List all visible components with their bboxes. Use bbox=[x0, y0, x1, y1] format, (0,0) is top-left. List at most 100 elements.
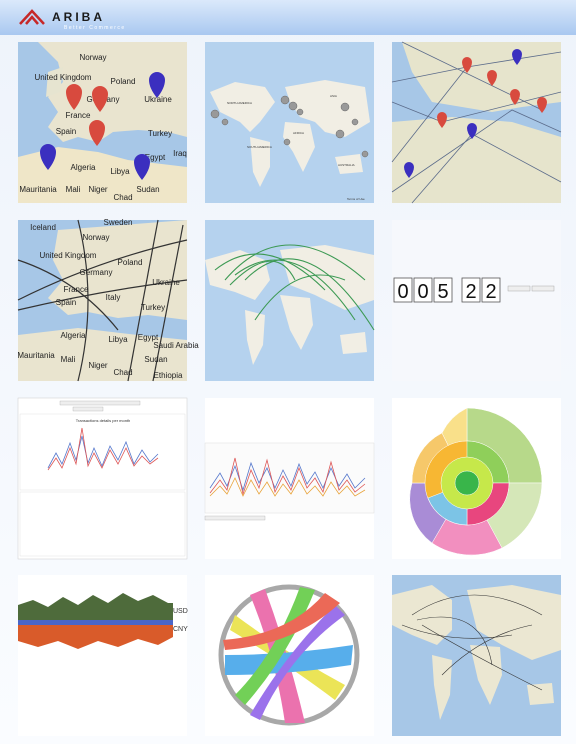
map-land bbox=[38, 42, 187, 142]
shape bbox=[481, 277, 501, 303]
shape bbox=[47, 435, 159, 469]
series-label: CNY bbox=[173, 626, 188, 633]
map-label: Algeria bbox=[61, 331, 86, 340]
shape bbox=[296, 108, 304, 116]
shape bbox=[393, 277, 413, 303]
map-label: Chad bbox=[113, 193, 132, 202]
shape bbox=[234, 259, 356, 321]
tile[interactable]: Norway United Kingdom Poland Ukraine Ger… bbox=[18, 42, 187, 203]
chart-lines bbox=[47, 427, 159, 471]
chart-title: Transactions details per month bbox=[76, 418, 131, 423]
map-label: AUSTRALIA bbox=[338, 163, 355, 167]
shape bbox=[462, 57, 472, 73]
shape bbox=[229, 260, 296, 286]
shape bbox=[411, 594, 543, 616]
logo[interactable]: ARIBA Better Commerce bbox=[19, 9, 126, 31]
shape bbox=[437, 112, 447, 128]
button[interactable] bbox=[531, 285, 555, 292]
map-label: Turkey bbox=[141, 303, 165, 312]
tile[interactable]: Iceland Sweden Norway United Kingdom Ger… bbox=[17, 218, 199, 382]
map-label: Norway bbox=[79, 53, 106, 62]
map-label: United Kingdom bbox=[40, 251, 97, 260]
tile[interactable] bbox=[205, 220, 375, 381]
pins bbox=[404, 49, 547, 178]
tile[interactable] bbox=[392, 575, 561, 736]
shape bbox=[421, 624, 543, 691]
tile[interactable]: Transactions details per month bbox=[17, 397, 188, 560]
map-label: ASIA bbox=[330, 94, 337, 98]
tile[interactable] bbox=[204, 398, 375, 559]
shape bbox=[224, 244, 366, 281]
counter: 0 0 5 2 2 bbox=[393, 277, 555, 303]
map-label: Libya bbox=[110, 167, 130, 176]
shape bbox=[254, 274, 346, 321]
map-label: Egypt bbox=[138, 333, 159, 342]
map-link[interactable]: Terms of Use bbox=[347, 197, 365, 201]
map-label: France bbox=[64, 285, 89, 294]
map-label: Ethiopia bbox=[154, 371, 183, 380]
tile[interactable]: 0 0 5 2 2 bbox=[392, 220, 561, 381]
map-label: Saudi Arabia bbox=[153, 341, 199, 350]
shape bbox=[77, 219, 89, 382]
counter-digit: 0 bbox=[417, 281, 428, 303]
button[interactable] bbox=[507, 285, 531, 292]
shape bbox=[134, 154, 150, 180]
shape bbox=[510, 89, 520, 105]
shape bbox=[221, 118, 229, 126]
map-label: Ukraine bbox=[152, 278, 180, 287]
logo-text: ARIBA bbox=[52, 10, 105, 24]
tile[interactable]: NORTH AMERICA ASIA AFRICA SOUTH AMERICA … bbox=[205, 42, 374, 203]
shape bbox=[250, 605, 345, 720]
map-label: Sudan bbox=[144, 355, 167, 364]
toolbar[interactable] bbox=[72, 406, 104, 412]
map-label: France bbox=[66, 111, 91, 120]
shape bbox=[47, 427, 159, 471]
chart-frame bbox=[19, 413, 186, 491]
tile[interactable]: USD CNY bbox=[18, 575, 188, 736]
map-label: Italy bbox=[106, 293, 121, 302]
map-label: Ukraine bbox=[144, 95, 172, 104]
counter-digit: 0 bbox=[397, 281, 408, 303]
map-label: Spain bbox=[56, 127, 76, 136]
tile[interactable] bbox=[392, 398, 561, 559]
series-label: USD bbox=[173, 608, 188, 615]
map-label: Iceland bbox=[30, 223, 56, 232]
shape: Iceland Sweden Norway United Kingdom Ger… bbox=[17, 218, 199, 380]
logo-mark bbox=[19, 9, 45, 25]
tile[interactable] bbox=[205, 575, 374, 736]
map-land bbox=[205, 245, 374, 365]
shape bbox=[17, 259, 119, 331]
shape bbox=[361, 150, 369, 158]
toolbar[interactable] bbox=[59, 400, 141, 406]
map-label: Germany bbox=[80, 268, 113, 277]
tile[interactable] bbox=[391, 41, 562, 204]
map-label: Sweden bbox=[104, 218, 133, 227]
toolbar[interactable] bbox=[204, 515, 266, 521]
shape bbox=[401, 624, 513, 639]
counter-digit: 5 bbox=[437, 281, 448, 303]
shape bbox=[487, 70, 497, 86]
shape bbox=[209, 457, 366, 496]
chart-lines bbox=[209, 457, 366, 497]
map-label: Poland bbox=[111, 77, 136, 86]
map-label: Mauritania bbox=[19, 185, 57, 194]
map-land bbox=[210, 80, 370, 187]
map-label: Mali bbox=[61, 355, 76, 364]
tile-background bbox=[18, 575, 187, 736]
map-land bbox=[18, 220, 187, 381]
shape bbox=[340, 102, 350, 112]
shape bbox=[433, 277, 453, 303]
shape bbox=[209, 477, 366, 497]
shape bbox=[18, 620, 173, 625]
map-label: Chad bbox=[113, 368, 132, 377]
map-label: SOUTH AMERICA bbox=[247, 145, 272, 149]
map-label: Egypt bbox=[145, 153, 166, 162]
shape bbox=[149, 72, 165, 98]
shape bbox=[391, 109, 562, 193]
map-label: Algeria bbox=[71, 163, 96, 172]
shape bbox=[152, 224, 184, 382]
markers bbox=[210, 95, 369, 158]
counter-digit: 2 bbox=[485, 281, 496, 303]
sunburst bbox=[409, 407, 543, 556]
shape bbox=[210, 109, 220, 119]
